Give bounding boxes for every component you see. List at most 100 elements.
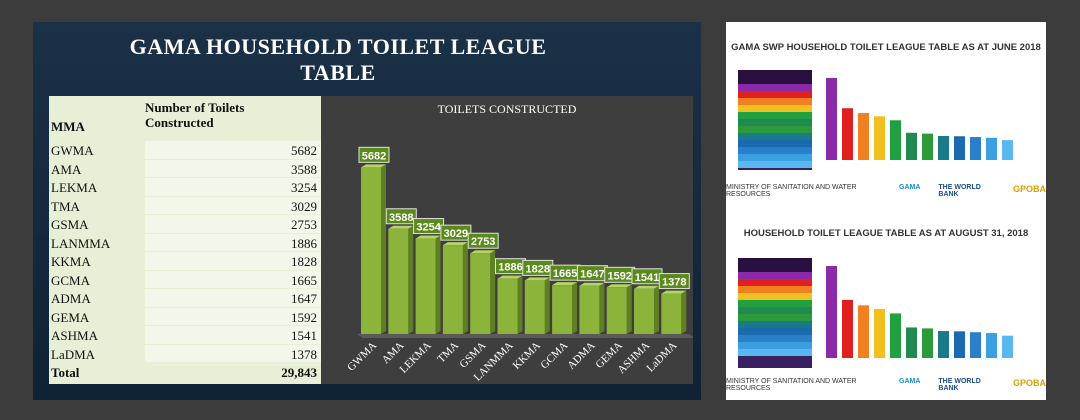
value-cell-bg [145, 307, 321, 325]
category-label: ADMA [565, 340, 597, 372]
bar-side [654, 285, 659, 334]
bar-side [626, 284, 632, 334]
bar-top [415, 235, 441, 239]
value-cell-bg [145, 326, 321, 344]
mini-table-row [738, 307, 812, 314]
bar-top [524, 277, 550, 281]
mini-bar [842, 108, 853, 160]
bar-side [572, 282, 578, 334]
mma-name: ASHMA [51, 328, 98, 343]
mini-table-row [738, 328, 812, 335]
bar-top [442, 242, 468, 246]
table-row: LANMMA 1886 [49, 233, 321, 253]
mini-bar [906, 132, 917, 160]
toilet-count: 3029 [291, 198, 317, 214]
mini-bar [1002, 140, 1013, 160]
value-cell-bg [145, 196, 321, 214]
mini-table-row [738, 279, 812, 286]
data-label: 3029 [444, 228, 468, 240]
bar-side [681, 290, 687, 334]
mini-table-row [738, 98, 812, 105]
mini-bar [938, 331, 949, 358]
mma-name: ADMA [51, 291, 91, 306]
june-mini-table-header [738, 70, 812, 84]
table-row: GWMA 5682 [49, 141, 321, 160]
mini-bar [938, 135, 949, 160]
mini-table-row [738, 272, 812, 279]
mini-bar [986, 333, 997, 358]
gpoba-logo: GPOBA [1012, 184, 1046, 194]
toilet-count: 1592 [291, 309, 317, 325]
bar-side [408, 225, 414, 334]
mma-name: GWMA [51, 143, 94, 158]
data-label: 1647 [580, 269, 604, 281]
table-total-row: Total 29,843 [49, 363, 321, 382]
mini-bar [954, 136, 965, 160]
world-bank-logo: THE WORLD BANK [938, 184, 981, 198]
bar [579, 285, 600, 334]
slide-title: GAMA HOUSEHOLD TOILET LEAGUE TABLE [33, 34, 643, 86]
data-label: 5682 [362, 150, 386, 162]
toilet-count: 3588 [291, 161, 317, 177]
value-cell-bg [145, 252, 321, 270]
june-mini-chart [826, 78, 1013, 160]
bar [361, 167, 381, 334]
mini-bar [890, 313, 901, 358]
value-cell-bg [145, 344, 321, 362]
header-mma: MMA [51, 119, 85, 134]
toilet-count: 1665 [291, 272, 317, 288]
toilet-count: 1541 [291, 328, 317, 343]
mini-bar [874, 308, 885, 358]
table-row: ADMA 1647 [49, 289, 321, 308]
data-label-box [358, 146, 390, 163]
mini-table-row [738, 91, 812, 98]
mma-name: GCMA [51, 272, 91, 288]
table-row: LaDMA 1378 [49, 344, 321, 364]
bar [470, 253, 491, 334]
data-label: 1541 [635, 272, 659, 284]
mma-name: LaDMA [51, 346, 96, 362]
value-cell-bg [145, 141, 321, 159]
mini-table-row [738, 286, 812, 293]
bar-top [497, 275, 523, 279]
gama-logo: GAMA [899, 184, 921, 191]
gama-logo: GAMA [899, 378, 921, 385]
bar [415, 238, 436, 334]
august-mini-table [738, 258, 812, 368]
total-value: 29,843 [281, 365, 317, 380]
data-label: 1378 [662, 277, 686, 289]
mini-bar [874, 116, 885, 160]
category-label: GCMA [538, 340, 570, 372]
bar-side [544, 277, 550, 334]
slide-title-line2: TABLE [300, 60, 376, 85]
table-row: ASHMA 1541 [49, 326, 321, 345]
bar-top [388, 225, 414, 229]
league-table: Number of Toilets Constructed MMA GWMA 56… [49, 96, 321, 384]
mma-name: KKMA [51, 254, 91, 269]
mini-table-row [738, 112, 812, 119]
table-row: TMA 3029 [49, 196, 321, 216]
mini-table-row [738, 342, 812, 349]
bar-side [599, 282, 605, 334]
value-cell-bg [145, 289, 321, 307]
bar-side [462, 242, 468, 334]
bar-side [517, 275, 523, 334]
mma-name: LANMMA [51, 235, 111, 251]
bar-side [435, 235, 441, 334]
bar [552, 285, 573, 334]
bar-top [606, 284, 632, 288]
bar-top [634, 285, 659, 289]
bar [634, 288, 654, 334]
mini-bar [970, 332, 981, 358]
table-row: GEMA 1592 [49, 307, 321, 327]
gpoba-logo: GPOBA [1012, 378, 1046, 388]
june-mini-table [738, 70, 812, 170]
bar [606, 287, 627, 334]
chart-panel: TOILETS CONSTRUCTED 5682 GWMA 3588 AMA 3254 L… [321, 96, 693, 384]
data-label: 3588 [389, 212, 413, 224]
mini-table-row [738, 293, 812, 300]
mini-table-row [738, 133, 812, 140]
mma-name: GSMA [51, 217, 89, 232]
mini-bar [890, 120, 901, 160]
reference-panel: GAMA SWP HOUSEHOLD TOILET LEAGUE TABLE A… [726, 22, 1046, 400]
